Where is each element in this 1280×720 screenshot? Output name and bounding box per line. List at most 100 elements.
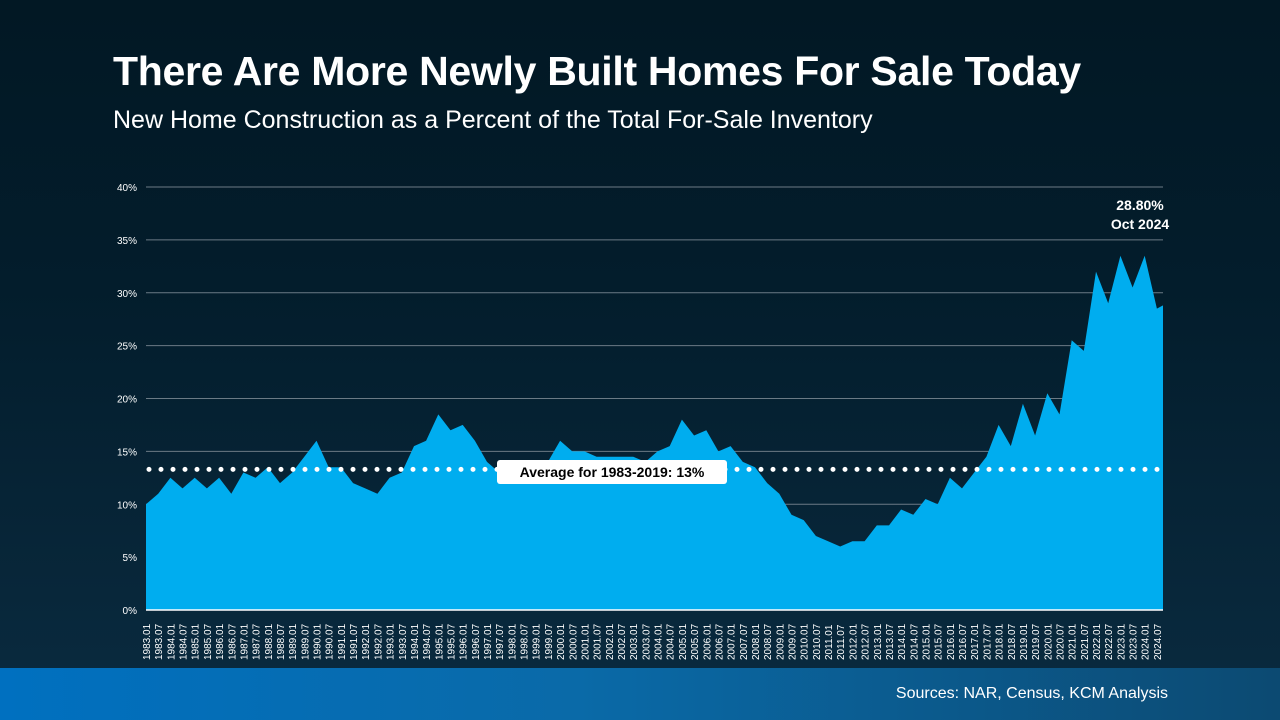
x-tick-label: 2002.07 [617,623,628,660]
x-tick-label: 2011.01 [824,624,835,660]
footer-band: Sources: NAR, Census, KCM Analysis [0,668,1280,720]
x-tick-label: 1993.07 [398,623,409,660]
x-tick-label: 2006.07 [714,623,725,660]
y-tick-label: 40% [117,183,137,194]
x-tick-label: 2023.01 [1116,623,1127,660]
x-tick-label: 2014.01 [897,623,908,660]
x-tick-label: 2010.01 [800,623,811,660]
x-tick-label: 1989.07 [300,623,311,660]
x-tick-label: 2024.01 [1141,623,1152,660]
y-tick-label: 0% [123,606,138,617]
y-tick-label: 25% [117,342,137,353]
x-tick-label: 2024.07 [1153,623,1164,660]
x-tick-label: 1992.01 [361,623,372,660]
x-tick-label: 1983.07 [154,623,165,660]
annotation-value: 28.80% [1116,197,1164,213]
x-tick-label: 2018.07 [1007,623,1018,660]
x-tick-label: 1993.01 [386,623,397,660]
y-tick-label: 15% [117,447,137,458]
x-tick-label: 1992.07 [373,623,384,660]
x-tick-label: 2005.07 [690,623,701,660]
x-tick-label: 1987.01 [239,623,250,660]
x-tick-label: 2007.01 [727,623,738,660]
x-tick-label: 2003.07 [641,623,652,660]
x-tick-label: 2017.07 [982,623,993,660]
x-tick-label: 2016.01 [946,623,957,660]
x-tick-label: 2008.07 [763,623,774,660]
x-tick-label: 2014.07 [909,623,920,660]
x-tick-label: 2010.07 [812,623,823,660]
area-series [146,255,1163,610]
x-tick-label: 1988.01 [264,623,275,660]
x-tick-label: 2007.07 [739,623,750,660]
x-tick-label: 2020.07 [1055,623,1066,660]
x-tick-label: 2022.07 [1104,623,1115,660]
x-tick-label: 1989.01 [288,623,299,660]
x-tick-label: 1994.01 [410,623,421,660]
x-tick-label: 2002.01 [605,623,616,660]
x-tick-label: 2018.01 [995,623,1006,660]
x-tick-label: 2000.01 [556,623,567,660]
x-tick-label: 1984.01 [166,623,177,660]
x-tick-label: 2004.01 [654,623,665,660]
x-tick-label: 1986.07 [227,623,238,660]
x-tick-label: 2004.07 [666,623,677,660]
x-tick-label: 1999.01 [532,623,543,660]
x-tick-label: 2009.01 [775,623,786,660]
y-tick-label: 10% [117,500,137,511]
x-tick-label: 1990.07 [325,623,336,660]
x-tick-label: 2005.01 [678,623,689,660]
x-tick-label: 2012.01 [848,623,859,660]
x-tick-label: 2009.07 [788,623,799,660]
x-tick-label: 2019.07 [1031,623,1042,660]
x-tick-label: 1990.01 [313,623,324,660]
x-tick-label: 1998.01 [507,623,518,660]
y-tick-label: 30% [117,289,137,300]
x-tick-label: 1999.07 [544,623,555,660]
x-tick-label: 1996.07 [471,623,482,660]
x-tick-label: 2015.07 [934,623,945,660]
x-tick-label: 1994.07 [422,623,433,660]
y-tick-label: 5% [123,553,138,564]
x-tick-label: 2003.01 [629,623,640,660]
annotation-date: Oct 2024 [1111,216,1170,232]
x-tick-label: 2019.01 [1019,623,1030,660]
x-tick-label: 2015.01 [921,623,932,660]
x-tick-label: 2021.01 [1068,623,1079,660]
x-tick-label: 2006.01 [702,623,713,660]
x-tick-label: 1988.07 [276,623,287,660]
x-tick-label: 1984.07 [179,623,190,660]
x-tick-label: 2013.01 [873,623,884,660]
x-tick-label: 1996.01 [459,623,470,660]
x-tick-label: 1987.07 [252,623,263,660]
x-tick-label: 1995.01 [434,623,445,660]
x-tick-label: 1991.07 [349,623,360,660]
x-tick-label: 1983.01 [142,623,153,660]
x-tick-label: 1995.07 [446,623,457,660]
average-label: Average for 1983-2019: 13% [520,464,705,480]
x-tick-label: 2013.07 [885,623,896,660]
x-tick-label: 2001.01 [580,623,591,660]
x-tick-label: 2020.01 [1043,623,1054,660]
page-title: There Are More Newly Built Homes For Sal… [113,48,1081,94]
x-tick-label: 2000.07 [568,623,579,660]
x-tick-label: 2012.07 [861,623,872,660]
x-tick-label: 1985.01 [191,623,202,660]
average-label-box [497,460,727,484]
y-tick-label: 35% [117,236,137,247]
x-tick-label: 1991.01 [337,623,348,660]
page-subtitle: New Home Construction as a Percent of th… [113,106,873,134]
x-tick-label: 1998.07 [520,623,531,660]
x-tick-label: 2001.07 [593,623,604,660]
x-tick-label: 1985.07 [203,623,214,660]
y-tick-label: 20% [117,395,137,406]
x-tick-label: 2022.01 [1092,623,1103,660]
x-tick-label: 2023.07 [1129,623,1140,660]
x-tick-label: 2016.07 [958,623,969,660]
source-text: Sources: NAR, Census, KCM Analysis [895,685,1168,702]
x-tick-label: 2008.01 [751,623,762,660]
x-tick-label: 2021.07 [1080,623,1091,660]
x-tick-label: 2017.01 [970,623,981,660]
x-tick-label: 1986.01 [215,623,226,660]
